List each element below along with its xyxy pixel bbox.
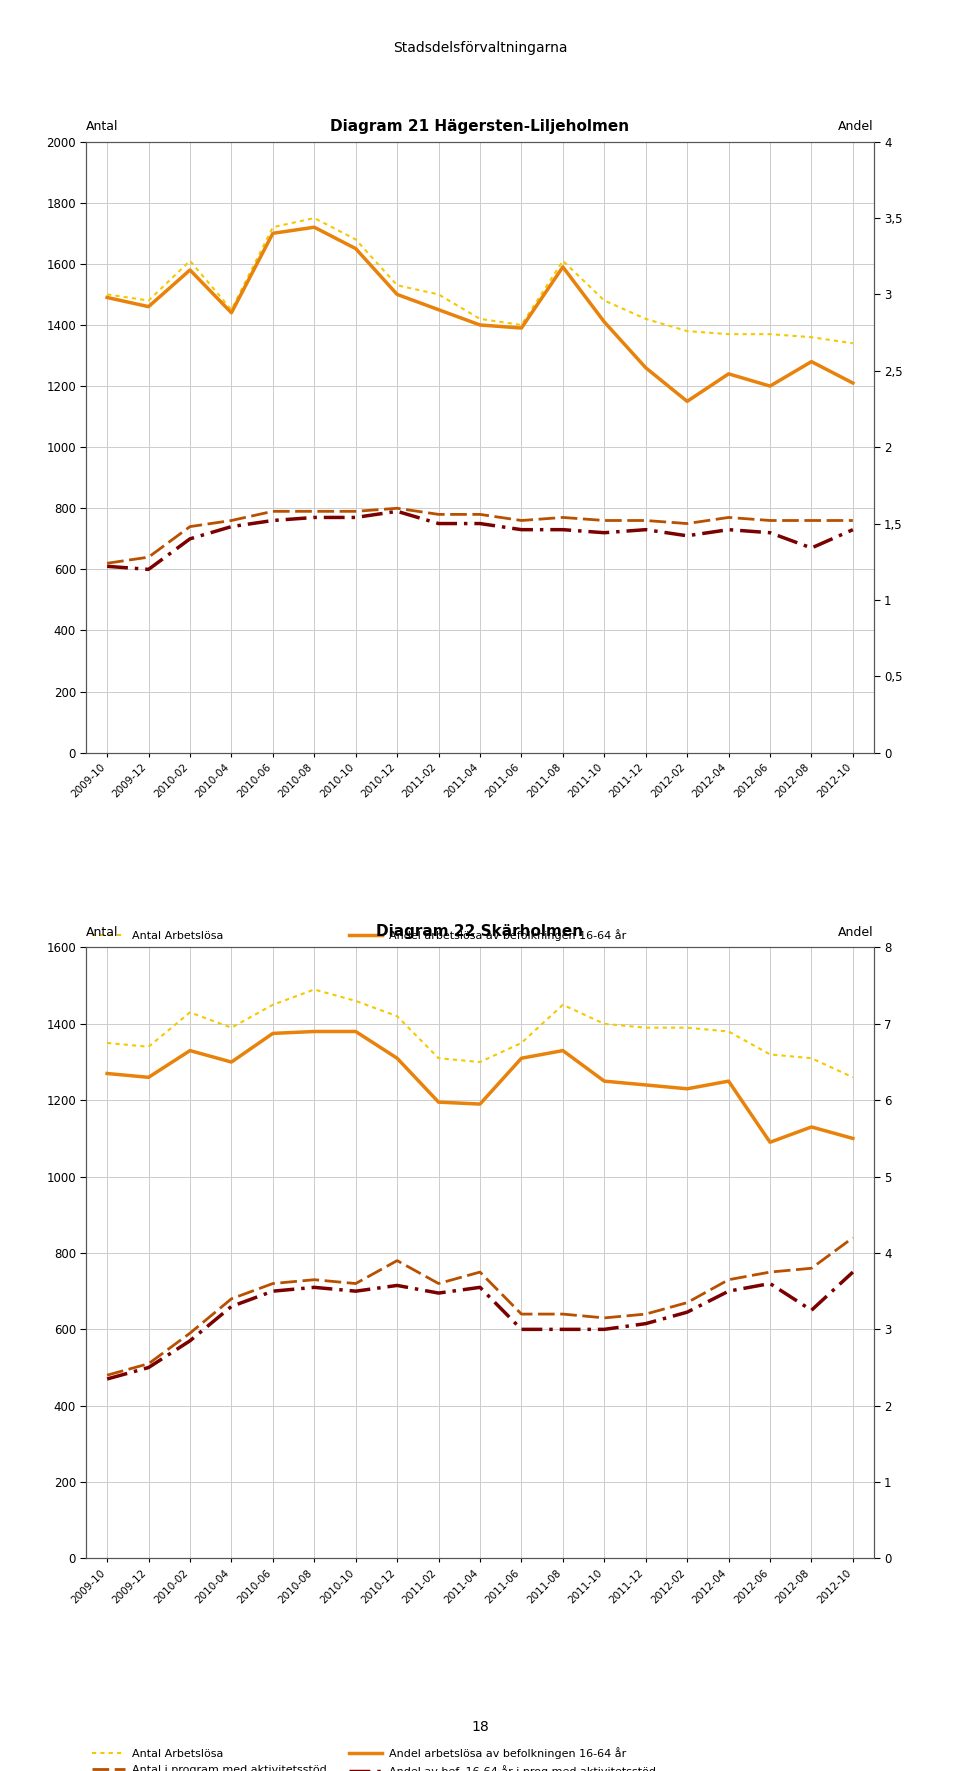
Legend: Antal Arbetslösa, Antal i program med aktivitetsstöd, Andel arbetslösa av befolk: Antal Arbetslösa, Antal i program med ak… [92, 1748, 656, 1771]
Text: Andel: Andel [838, 926, 874, 939]
Text: Antal: Antal [86, 120, 119, 133]
Text: 18: 18 [471, 1720, 489, 1734]
Legend: Antal Arbetslösa, Antal i program med aktivitetsstöd, Andel arbetslösa av befolk: Antal Arbetslösa, Antal i program med ak… [92, 930, 656, 958]
Text: Stadsdelsförvaltningarna: Stadsdelsförvaltningarna [393, 41, 567, 55]
Title: Diagram 22 Skärholmen: Diagram 22 Skärholmen [376, 924, 584, 939]
Text: Antal: Antal [86, 926, 119, 939]
Text: Andel: Andel [838, 120, 874, 133]
Title: Diagram 21 Hägersten-Liljeholmen: Diagram 21 Hägersten-Liljeholmen [330, 119, 630, 133]
